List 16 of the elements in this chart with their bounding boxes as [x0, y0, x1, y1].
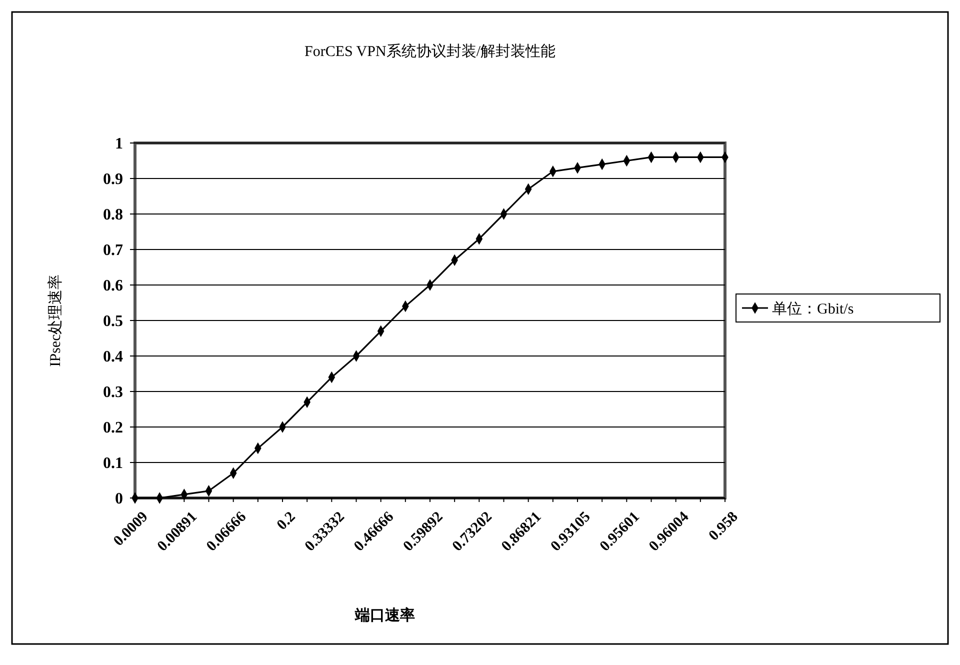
y-tick-label: 0.3 [103, 384, 123, 402]
y-tick-label: 0.5 [103, 313, 123, 330]
legend-label: 单位：Gbit/s [772, 300, 854, 318]
y-tick-label: 0.2 [103, 420, 123, 437]
chart-title: ForCES VPN系统协议封装/解封装性能 [304, 43, 556, 60]
y-tick-label: 0.1 [103, 455, 123, 472]
y-tick-label: 0.6 [103, 278, 123, 295]
x-axis-title: 端口速率 [354, 606, 415, 624]
y-tick-label: 1 [115, 136, 123, 153]
y-tick-label: 0.8 [103, 206, 123, 224]
y-tick-label: 0.4 [103, 348, 123, 366]
y-tick-label: 0 [115, 490, 123, 508]
y-tick-label: 0.7 [103, 242, 123, 260]
x-tick-label: 0.2 [274, 508, 299, 534]
y-axis-title: IPsec处理速率 [47, 274, 64, 367]
y-tick-label: 0.9 [103, 171, 123, 188]
